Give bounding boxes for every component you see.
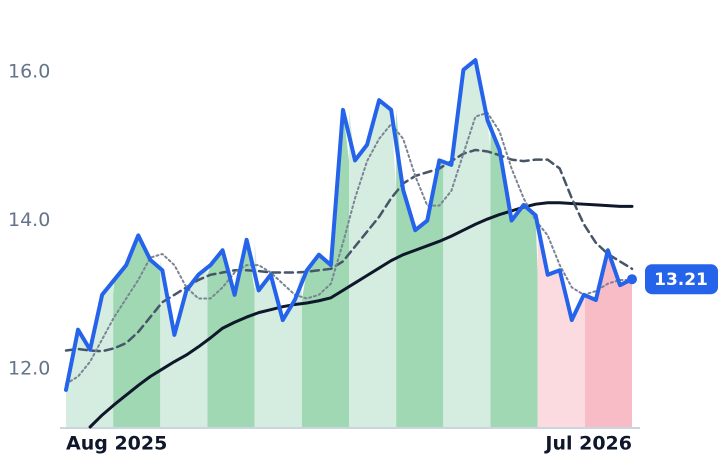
- last-price-badge: [645, 264, 718, 295]
- month-area: [207, 239, 255, 427]
- month-area: [66, 279, 114, 427]
- y-tick-label: 12.0: [8, 358, 50, 380]
- last-price-dot: [627, 274, 637, 285]
- y-tick-label: 16.0: [8, 60, 50, 82]
- moving-average-line: [88, 201, 634, 429]
- month-area: [254, 239, 302, 427]
- price-line: [64, 58, 634, 392]
- month-area: [537, 215, 585, 427]
- x-tick-label: Jul 2026: [543, 433, 632, 455]
- month-area: [160, 259, 208, 427]
- month-area: [443, 60, 491, 428]
- moving-average-line: [64, 148, 634, 353]
- x-tick-label: Aug 2025: [66, 433, 167, 455]
- last-price-label: 13.21: [654, 270, 708, 290]
- month-area: [490, 120, 538, 428]
- y-tick-label: 14.0: [8, 209, 50, 231]
- month-area: [584, 250, 632, 427]
- month-area: [396, 109, 444, 427]
